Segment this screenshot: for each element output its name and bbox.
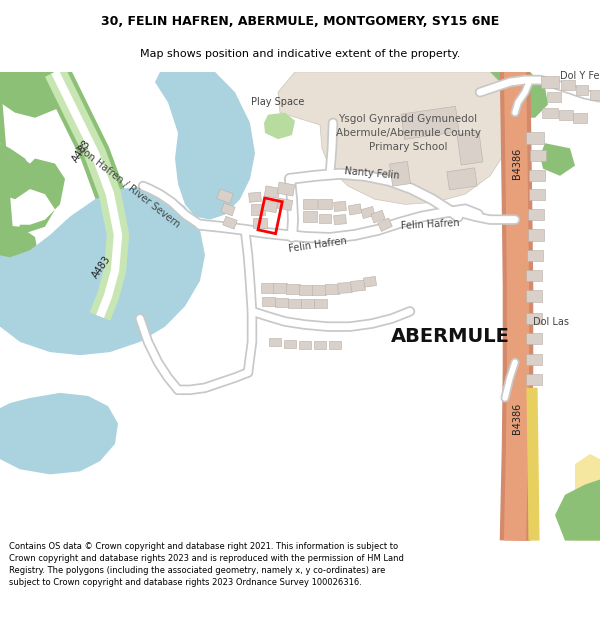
Text: A483: A483 — [71, 138, 93, 164]
Bar — [529, 170, 545, 181]
Bar — [273, 282, 287, 293]
Polygon shape — [486, 72, 548, 118]
Polygon shape — [0, 143, 35, 199]
Polygon shape — [0, 72, 70, 118]
Text: Felin Hafren: Felin Hafren — [400, 218, 460, 231]
Bar — [253, 217, 267, 227]
Bar — [561, 80, 575, 90]
Bar — [349, 204, 362, 215]
Bar — [286, 284, 300, 294]
Bar — [526, 354, 542, 365]
Bar — [526, 132, 544, 144]
Bar — [284, 340, 296, 348]
Bar — [319, 214, 331, 223]
Bar — [314, 299, 326, 308]
Polygon shape — [155, 72, 255, 219]
Bar — [275, 298, 287, 307]
Bar — [277, 182, 295, 196]
Bar — [217, 189, 233, 203]
Bar — [377, 218, 392, 231]
Bar — [251, 204, 265, 214]
Bar — [573, 112, 587, 123]
Polygon shape — [0, 72, 65, 296]
Bar — [547, 92, 561, 103]
Polygon shape — [264, 112, 295, 139]
Bar — [541, 76, 559, 88]
Bar — [576, 85, 588, 95]
Bar — [287, 299, 301, 308]
Bar — [325, 284, 339, 294]
Bar — [528, 229, 544, 241]
Bar — [457, 132, 483, 165]
Bar — [264, 186, 280, 198]
Bar — [389, 161, 410, 186]
Polygon shape — [0, 186, 205, 355]
Bar — [350, 280, 365, 292]
Polygon shape — [0, 225, 38, 268]
Bar — [559, 109, 573, 120]
Bar — [261, 282, 275, 293]
Bar — [338, 282, 352, 293]
Text: Nanty Felin: Nanty Felin — [344, 166, 400, 181]
Bar — [529, 189, 545, 200]
Bar — [314, 341, 326, 349]
Bar — [303, 211, 317, 222]
Text: B4386: B4386 — [512, 402, 522, 434]
Bar — [299, 285, 313, 295]
Bar — [262, 297, 275, 306]
Text: Contains OS data © Crown copyright and database right 2021. This information is : Contains OS data © Crown copyright and d… — [9, 542, 404, 587]
Bar — [277, 198, 293, 211]
Text: A483: A483 — [91, 254, 113, 281]
Text: Ysgol Gynradd Gymunedol
Abermule/Abermule County
Primary School: Ysgol Gynradd Gymunedol Abermule/Abermul… — [335, 114, 481, 152]
Bar — [401, 106, 459, 139]
Text: Map shows position and indicative extent of the property.: Map shows position and indicative extent… — [140, 49, 460, 59]
Bar — [530, 150, 546, 161]
Bar — [527, 250, 543, 261]
Text: B4386: B4386 — [512, 148, 522, 179]
Bar — [312, 285, 326, 295]
Text: Dol Y Felin: Dol Y Felin — [560, 71, 600, 81]
Bar — [526, 291, 542, 302]
Polygon shape — [575, 454, 600, 541]
Bar — [301, 299, 314, 308]
Bar — [318, 199, 332, 209]
Bar — [334, 201, 346, 211]
Bar — [269, 338, 281, 346]
Bar — [258, 198, 282, 234]
Bar — [526, 313, 542, 324]
Bar — [364, 276, 377, 287]
Bar — [447, 168, 477, 190]
Polygon shape — [0, 393, 118, 474]
Bar — [329, 341, 341, 349]
Polygon shape — [540, 143, 575, 176]
Bar — [526, 333, 542, 344]
Text: ABERMULE: ABERMULE — [391, 328, 509, 346]
Bar — [299, 341, 311, 349]
Text: Afon Hafren / River Severn: Afon Hafren / River Severn — [74, 142, 182, 230]
Bar — [221, 203, 235, 216]
Bar — [361, 206, 375, 219]
Bar — [590, 90, 600, 101]
Polygon shape — [555, 479, 600, 541]
Bar — [223, 216, 237, 229]
Polygon shape — [278, 72, 515, 204]
Text: 30, FELIN HAFREN, ABERMULE, MONTGOMERY, SY15 6NE: 30, FELIN HAFREN, ABERMULE, MONTGOMERY, … — [101, 15, 499, 28]
Bar — [371, 210, 385, 223]
Text: Play Space: Play Space — [251, 98, 305, 107]
Bar — [334, 214, 346, 225]
Bar — [262, 200, 278, 212]
Bar — [526, 374, 542, 385]
Bar — [303, 199, 317, 209]
Bar — [526, 270, 542, 281]
Bar — [248, 192, 262, 202]
Text: Felin Hafren: Felin Hafren — [288, 236, 348, 254]
Bar — [542, 107, 558, 118]
Text: Dol Las: Dol Las — [533, 316, 569, 326]
Bar — [528, 209, 544, 220]
